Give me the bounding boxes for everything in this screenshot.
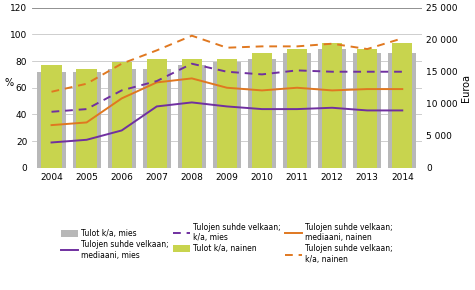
Bar (76, 68, 97, 168)
Bar (392, 43, 412, 168)
Bar (252, 52, 272, 168)
Bar (388, 52, 416, 168)
Bar (142, 68, 171, 168)
Bar (182, 59, 202, 168)
Bar (178, 65, 206, 168)
Bar (357, 49, 377, 168)
Bar (41, 65, 62, 168)
Bar (322, 43, 342, 168)
Bar (112, 62, 132, 168)
Bar (147, 59, 167, 168)
Bar (73, 72, 101, 168)
Bar (38, 72, 66, 168)
Bar (353, 52, 381, 168)
Bar (108, 68, 136, 168)
Y-axis label: Euroa: Euroa (461, 74, 471, 102)
Bar (213, 62, 241, 168)
Y-axis label: %: % (4, 78, 13, 88)
Bar (318, 49, 346, 168)
Bar (217, 59, 237, 168)
Bar (287, 49, 307, 168)
Legend: Tulot k/a, mies, Tulojen suhde velkaan;
mediaani, mies, Tulojen suhde velkaan;
k: Tulot k/a, mies, Tulojen suhde velkaan; … (58, 220, 396, 267)
Bar (248, 59, 276, 168)
Bar (283, 52, 311, 168)
